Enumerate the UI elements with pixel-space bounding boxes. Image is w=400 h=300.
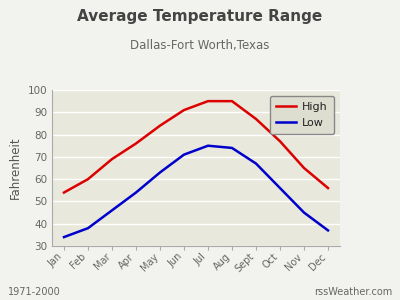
Low — [134, 191, 138, 194]
Low — [182, 153, 186, 156]
High — [86, 177, 90, 181]
Line: High: High — [64, 101, 328, 193]
Low — [254, 162, 258, 165]
High — [206, 99, 210, 103]
Low — [206, 144, 210, 148]
High — [278, 140, 282, 143]
Low — [62, 235, 66, 239]
Line: Low: Low — [64, 146, 328, 237]
Low — [278, 186, 282, 190]
High — [326, 186, 330, 190]
Legend: High, Low: High, Low — [270, 96, 334, 134]
High — [158, 124, 162, 128]
Text: 1971-2000: 1971-2000 — [8, 287, 61, 297]
Low — [110, 208, 114, 212]
Text: Dallas-Fort Worth,Texas: Dallas-Fort Worth,Texas — [130, 39, 270, 52]
High — [62, 191, 66, 194]
High — [254, 117, 258, 121]
High — [302, 166, 306, 170]
Low — [230, 146, 234, 150]
High — [182, 108, 186, 112]
High — [110, 157, 114, 161]
Text: Average Temperature Range: Average Temperature Range — [77, 9, 323, 24]
Y-axis label: Fahrenheit: Fahrenheit — [9, 137, 22, 199]
Low — [326, 229, 330, 232]
Low — [158, 171, 162, 174]
High — [230, 99, 234, 103]
Text: rssWeather.com: rssWeather.com — [314, 287, 392, 297]
Low — [86, 226, 90, 230]
Low — [302, 211, 306, 214]
High — [134, 142, 138, 145]
